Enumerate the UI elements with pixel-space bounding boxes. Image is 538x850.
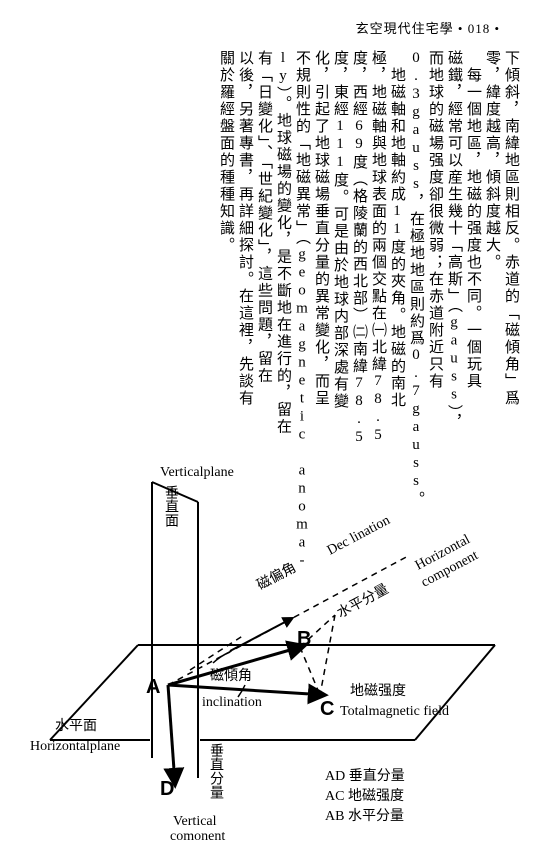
book-title: 玄空現代住宅學 bbox=[356, 21, 454, 36]
body-text-vertical: 下傾斜，南緯地區則相反。赤道的「磁傾角」爲零，緯度越高，傾斜度越大。 每一個地區… bbox=[28, 50, 518, 450]
hcomp-zh: 水平分量 bbox=[334, 581, 391, 621]
declination-en: Dec lination bbox=[325, 513, 393, 559]
text-column: 而地球的磁場强度卻很微弱；在赤道附近只有 bbox=[427, 50, 442, 450]
page-number: 018 bbox=[468, 21, 491, 36]
vcomp-zh: 垂直分量 bbox=[205, 743, 225, 799]
text-column: 磁鐵，經常可以産生幾十「高斯」（gauss）， bbox=[446, 50, 461, 450]
vcomp-en1: Vertical bbox=[173, 814, 217, 829]
text-column: 關於羅經盤面的種種知識。 bbox=[218, 50, 233, 450]
inclination-en: inclination bbox=[202, 695, 262, 710]
text-column: 不規則性的「地磁異常」（geomagnetic anoma- bbox=[294, 50, 309, 450]
label-b: B bbox=[297, 628, 311, 650]
vertical-plane-en: Verticalplane bbox=[160, 465, 234, 480]
text-column: 有「日變化」、「世紀變化」，這些問題，留在 bbox=[256, 50, 271, 450]
legend-ad: AD 垂直分量 bbox=[325, 767, 405, 784]
text-column: 地磁軸和地軸約成11度的夾角。地磁的南北 bbox=[389, 50, 404, 450]
total-en: Totalmagnetic field bbox=[340, 704, 449, 719]
text-column: 以後，另著專書，再詳細探討。在這裡，先談有 bbox=[237, 50, 252, 450]
legend-ab: AB 水平分量 bbox=[325, 808, 404, 824]
text-column: 度，西經69度（格陵蘭的西北部）㈡南緯78.5 bbox=[351, 50, 366, 450]
text-column: 化，引起了地球磁場垂直分量的異常變化，而呈 bbox=[313, 50, 328, 450]
legend-ac: AC 地磁强度 bbox=[325, 788, 404, 804]
text-column: 極，地磁軸與地球表面的兩個交點在㈠北緯78.5 bbox=[370, 50, 385, 450]
text-column: 下傾斜，南緯地區則相反。赤道的「磁傾角」爲 bbox=[503, 50, 518, 450]
magnetic-field-diagram: A B C D Verticalplane Dec lination 磁偏角 H… bbox=[20, 460, 520, 840]
page-header: 玄空現代住宅學 • 018 • bbox=[356, 18, 500, 37]
text-column: ly）。地球磁場的變化，是不斷地在進行的，留在 bbox=[275, 50, 290, 450]
label-a: A bbox=[146, 676, 160, 698]
label-d: D bbox=[160, 778, 174, 800]
hplane-en: Horizontalplane bbox=[30, 739, 120, 754]
vplane-zh: 垂直面 bbox=[160, 485, 180, 527]
text-column: 度，東經111度。可是由於地球内部深處有變 bbox=[332, 50, 347, 450]
hplane-zh: 水平面 bbox=[55, 718, 97, 734]
total-zh: 地磁强度 bbox=[350, 683, 406, 699]
text-column: 零，緯度越高，傾斜度越大。 bbox=[484, 50, 499, 450]
declination-zh: 磁偏角 bbox=[254, 560, 299, 594]
inclination-zh: 磁傾角 bbox=[210, 668, 252, 684]
text-column: 每一個地區，地磁的强度也不同。一個玩具 bbox=[465, 50, 480, 450]
text-column: 0.3gauss，在極地地區則約爲0.7gauss。 bbox=[408, 50, 423, 450]
label-c: C bbox=[320, 698, 334, 720]
vcomp-en2: comonent bbox=[170, 829, 225, 840]
